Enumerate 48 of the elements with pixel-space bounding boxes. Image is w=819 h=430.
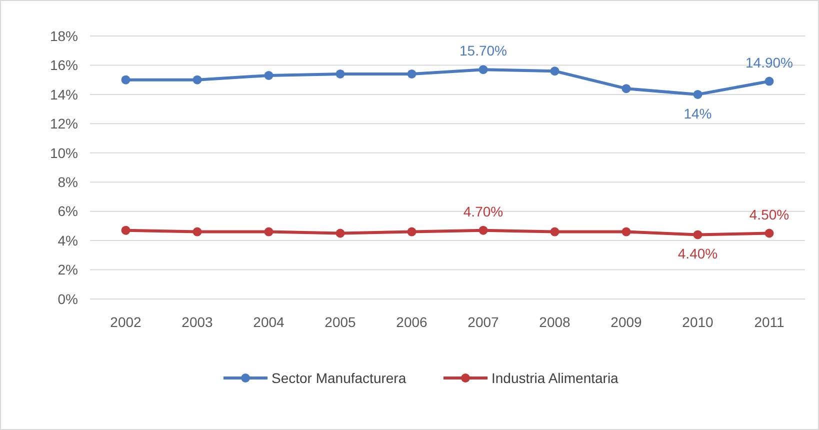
- point: [121, 226, 130, 235]
- point: [478, 226, 488, 235]
- y-tick-label: 8%: [58, 174, 78, 190]
- y-tick-label: 10%: [50, 144, 78, 161]
- x-tick-label: 2002: [110, 314, 142, 330]
- point: [407, 227, 416, 236]
- y-tick-label: 2%: [58, 262, 78, 278]
- data-label: 4.40%: [678, 246, 718, 262]
- point: [192, 227, 202, 236]
- point: [693, 230, 702, 240]
- y-tick-label: 12%: [50, 116, 78, 132]
- x-tick-label: 2006: [396, 314, 428, 330]
- y-tick-label: 18%: [50, 28, 78, 44]
- point: [336, 228, 345, 238]
- data-label: 14.90%: [746, 54, 793, 70]
- data-label: 14%: [684, 105, 712, 122]
- point: [192, 75, 202, 84]
- point: [693, 90, 702, 99]
- data-label: 15.70%: [460, 42, 507, 59]
- point: [622, 227, 631, 236]
- point: [550, 227, 560, 236]
- point: [264, 227, 274, 236]
- x-tick-label: 2011: [754, 314, 785, 330]
- legend-label: Sector Manufacturera: [272, 370, 406, 386]
- point: [622, 84, 631, 94]
- legend-label: Industria Alimentaria: [492, 370, 619, 386]
- x-tick-label: 2010: [682, 314, 714, 330]
- data-label: 4.70%: [463, 203, 504, 220]
- data-label: 4.50%: [749, 206, 790, 222]
- point: [764, 76, 774, 86]
- point: [336, 69, 345, 78]
- x-tick-label: 2004: [253, 314, 285, 330]
- point: [264, 70, 274, 80]
- point: [407, 69, 416, 78]
- x-tick-label: 2008: [539, 314, 571, 330]
- x-tick-label: 2009: [610, 314, 642, 330]
- x-tick-label: 2003: [182, 314, 214, 330]
- y-tick-label: 16%: [50, 57, 78, 74]
- x-tick-label: 2007: [468, 314, 500, 330]
- point: [764, 228, 774, 238]
- y-tick-label: 0%: [58, 290, 78, 307]
- point: [121, 75, 130, 84]
- point: [550, 66, 560, 76]
- x-tick-label: 2005: [324, 314, 356, 330]
- point: [478, 65, 488, 74]
- y-tick-label: 6%: [58, 203, 78, 220]
- y-tick-label: 14%: [50, 86, 78, 102]
- y-tick-label: 4%: [58, 232, 78, 248]
